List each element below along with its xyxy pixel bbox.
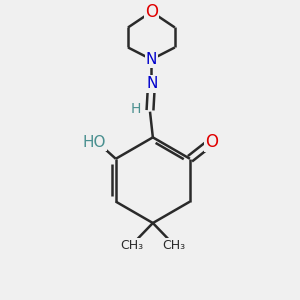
Text: N: N — [146, 52, 157, 67]
Text: CH₃: CH₃ — [120, 239, 143, 252]
Text: HO: HO — [82, 135, 106, 150]
Text: CH₃: CH₃ — [163, 239, 186, 252]
Text: O: O — [145, 3, 158, 21]
Text: H: H — [131, 102, 142, 116]
Text: N: N — [146, 76, 158, 92]
Text: O: O — [205, 133, 218, 151]
